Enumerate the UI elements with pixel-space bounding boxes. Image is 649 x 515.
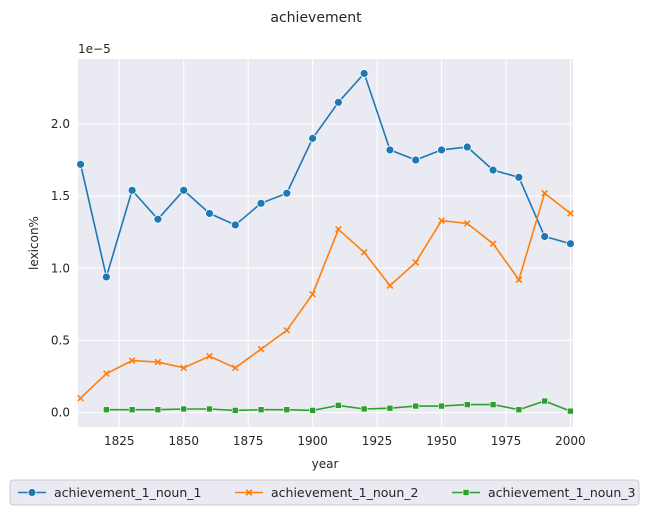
data-point xyxy=(128,357,136,364)
data-point xyxy=(309,290,316,298)
data-point xyxy=(76,159,85,169)
legend-swatch-marker xyxy=(245,489,253,496)
legend-label: achievement_1_noun_2 xyxy=(271,485,418,500)
y-offset-label: 1e−5 xyxy=(78,42,111,56)
series-line xyxy=(80,191,571,399)
x-tick-label: 1850 xyxy=(168,434,199,448)
data-point xyxy=(567,210,574,217)
data-point xyxy=(437,145,446,155)
legend: achievement_1_noun_1 achievement_1_noun_2… xyxy=(9,479,640,506)
data-point xyxy=(230,220,240,230)
series-3 xyxy=(103,397,574,415)
x-tick-label: 1825 xyxy=(104,434,135,448)
data-point xyxy=(411,155,421,165)
data-point xyxy=(206,405,213,413)
data-point xyxy=(127,185,137,195)
data-point xyxy=(386,282,394,289)
legend-box xyxy=(9,479,640,506)
data-point xyxy=(489,240,497,248)
data-point xyxy=(541,397,548,405)
legend-swatch-marker xyxy=(27,488,37,497)
chart-title: achievement xyxy=(270,10,362,26)
grid-lines xyxy=(78,59,573,427)
data-point xyxy=(515,406,523,413)
data-point xyxy=(154,406,162,413)
legend-item: achievement_1_noun_2 xyxy=(235,485,418,500)
x-tick-label: 1925 xyxy=(362,434,393,448)
data-point xyxy=(385,145,395,155)
y-tick-label: 0.5 xyxy=(51,333,70,347)
data-point xyxy=(359,69,369,78)
data-point xyxy=(180,364,188,372)
data-point xyxy=(540,232,550,241)
data-point xyxy=(463,220,471,227)
data-point xyxy=(283,326,291,334)
data-point xyxy=(566,239,575,249)
data-point xyxy=(412,259,420,266)
series-line xyxy=(79,71,571,281)
data-point xyxy=(231,407,239,414)
data-point xyxy=(489,401,497,408)
x-axis-label: year xyxy=(312,457,339,471)
data-point xyxy=(102,370,110,377)
data-point xyxy=(335,402,342,409)
data-point xyxy=(179,185,189,195)
data-point xyxy=(77,394,84,402)
data-point xyxy=(360,249,368,256)
legend-item: achievement_1_noun_1 xyxy=(18,485,201,500)
legend-swatch-marker xyxy=(462,489,470,496)
data-point xyxy=(180,405,188,413)
y-tick-label: 2.0 xyxy=(51,117,70,131)
data-point xyxy=(283,406,291,413)
data-point xyxy=(101,272,111,282)
data-point xyxy=(333,97,343,107)
data-point xyxy=(515,276,523,284)
legend-label: achievement_1_noun_1 xyxy=(54,485,201,500)
legend-label: achievement_1_noun_3 xyxy=(488,485,635,500)
data-point xyxy=(231,364,239,372)
y-tick-label: 1.0 xyxy=(51,261,70,275)
data-point xyxy=(128,406,136,413)
data-point xyxy=(205,209,214,218)
y-tick-label: 0.0 xyxy=(51,406,70,420)
data-point xyxy=(514,172,524,182)
data-point xyxy=(438,217,445,224)
data-point xyxy=(308,133,318,143)
data-point xyxy=(567,407,574,415)
series-2 xyxy=(77,189,574,402)
y-axis-label: lexicon% xyxy=(27,216,41,270)
data-point xyxy=(256,198,266,208)
data-point xyxy=(412,402,420,410)
data-point xyxy=(206,352,213,360)
data-point xyxy=(309,407,316,414)
data-point xyxy=(154,358,162,366)
data-point xyxy=(335,225,342,233)
x-tick-label: 1950 xyxy=(426,434,457,448)
x-tick-label: 1975 xyxy=(491,434,522,448)
data-point xyxy=(153,214,163,224)
y-tick-label: 1.5 xyxy=(51,189,70,203)
series-layer xyxy=(76,69,575,415)
data-point xyxy=(386,404,394,412)
data-point xyxy=(257,345,265,353)
data-point xyxy=(103,406,110,413)
data-point xyxy=(463,401,471,408)
series-1 xyxy=(76,69,575,282)
data-point xyxy=(541,189,549,197)
data-point xyxy=(257,406,265,413)
data-point xyxy=(488,165,498,175)
x-tick-label: 1875 xyxy=(233,434,264,448)
x-tick-label: 1900 xyxy=(297,434,328,448)
x-tick-label: 2000 xyxy=(555,434,586,448)
data-point xyxy=(282,188,292,198)
data-point xyxy=(462,142,472,152)
data-point xyxy=(360,405,368,413)
data-point xyxy=(438,402,445,410)
plot-area xyxy=(78,59,573,427)
legend-item: achievement_1_noun_3 xyxy=(452,485,635,500)
tick-labels: 1825 1850 1875 1900 1925 1950 1975 2000 0.0 0.5 1.… xyxy=(51,117,586,448)
